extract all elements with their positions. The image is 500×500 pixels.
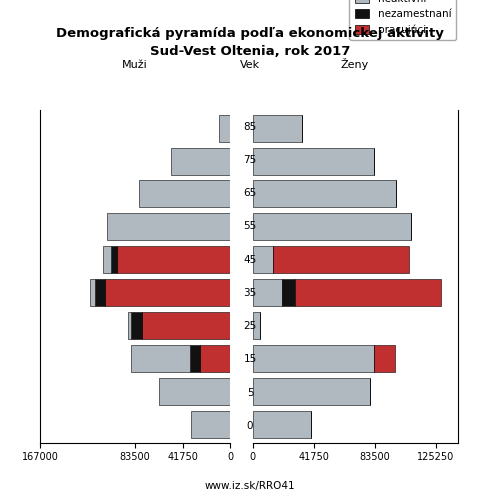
Text: 25: 25 — [244, 321, 256, 331]
Bar — [128, 312, 131, 339]
Text: Muži: Muži — [122, 60, 148, 70]
Bar — [252, 180, 396, 208]
Bar — [131, 312, 142, 339]
Text: 0: 0 — [247, 421, 254, 431]
Bar — [105, 279, 230, 306]
Text: Ženy: Ženy — [341, 58, 369, 70]
Legend: neaktívni, nezamestnaní, pracujúci: neaktívni, nezamestnaní, pracujúci — [350, 0, 457, 40]
Text: 85: 85 — [244, 122, 256, 132]
Bar — [252, 114, 302, 141]
Bar — [282, 279, 295, 306]
Text: Vek: Vek — [240, 60, 260, 70]
Bar — [190, 345, 200, 372]
Bar — [218, 114, 230, 141]
Bar — [192, 411, 230, 438]
Bar — [107, 214, 230, 240]
Text: 5: 5 — [246, 388, 254, 398]
Bar — [273, 246, 409, 274]
Bar — [160, 378, 230, 405]
Text: 35: 35 — [244, 288, 256, 298]
Bar — [374, 345, 394, 372]
Bar — [252, 246, 273, 274]
Text: Demografická pyramída podľa ekonomickej aktivity: Demografická pyramída podľa ekonomickej … — [56, 28, 444, 40]
Text: 55: 55 — [244, 222, 256, 232]
Bar — [252, 214, 410, 240]
Bar — [131, 345, 190, 372]
Text: 75: 75 — [244, 155, 256, 165]
Bar — [94, 279, 105, 306]
Bar — [139, 180, 230, 208]
Bar — [252, 411, 311, 438]
Bar — [295, 279, 442, 306]
Bar — [252, 312, 260, 339]
Bar — [252, 148, 374, 174]
Bar — [252, 345, 374, 372]
Text: 45: 45 — [244, 254, 256, 264]
Bar — [102, 246, 110, 274]
Text: Sud-Vest Oltenia, rok 2017: Sud-Vest Oltenia, rok 2017 — [150, 45, 350, 58]
Bar — [90, 279, 94, 306]
Text: www.iz.sk/RRO41: www.iz.sk/RRO41 — [204, 481, 296, 491]
Text: 65: 65 — [244, 188, 256, 198]
Bar — [171, 148, 230, 174]
Bar — [142, 312, 230, 339]
Bar — [252, 279, 282, 306]
Bar — [118, 246, 230, 274]
Bar — [110, 246, 117, 274]
Bar — [200, 345, 230, 372]
Text: 15: 15 — [244, 354, 256, 364]
Bar — [252, 378, 370, 405]
